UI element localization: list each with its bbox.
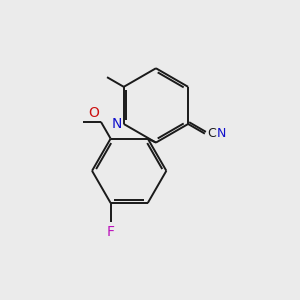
- Text: N: N: [112, 117, 122, 131]
- Text: O: O: [88, 106, 100, 120]
- Text: F: F: [106, 225, 115, 239]
- Text: C: C: [207, 127, 216, 140]
- Text: N: N: [217, 127, 226, 140]
